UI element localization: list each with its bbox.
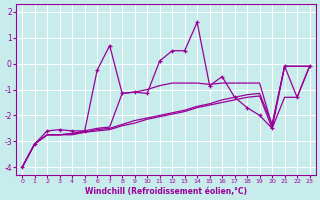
X-axis label: Windchill (Refroidissement éolien,°C): Windchill (Refroidissement éolien,°C) [85, 187, 247, 196]
